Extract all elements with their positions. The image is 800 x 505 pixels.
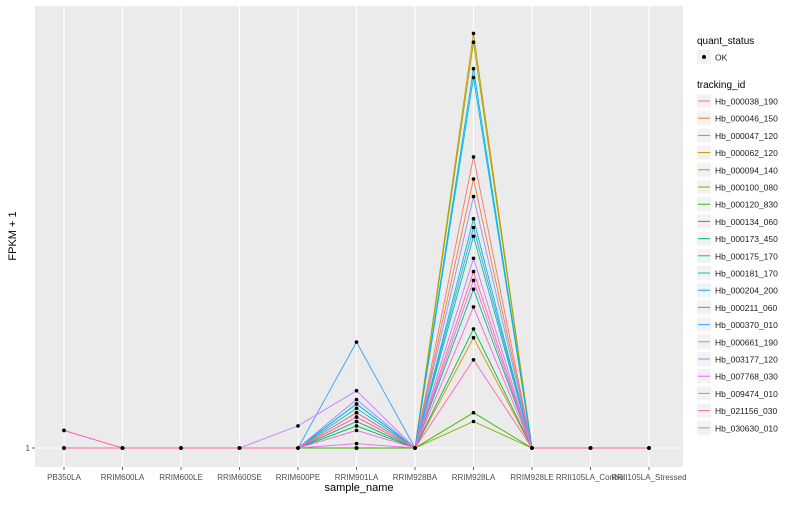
x-tick-label: RRIM600PE xyxy=(276,473,320,482)
data-point xyxy=(120,446,125,450)
x-axis-ticks: PB350LA RRIM600LA RRIM600LE RRIM600SE RRIM60… xyxy=(47,467,687,482)
data-point xyxy=(354,415,359,419)
data-point xyxy=(471,327,476,331)
x-tick-label: RRIM600LA xyxy=(101,473,145,482)
y-tick-label: 1 xyxy=(26,444,31,453)
legend-item-label: Hb_000661_190 xyxy=(715,337,778,347)
legend-item-label: Hb_030630_010 xyxy=(715,423,778,433)
legend-item-label: Hb_000100_080 xyxy=(715,183,778,193)
x-tick-label: RRIM901LA xyxy=(335,473,379,482)
data-point xyxy=(354,402,359,406)
data-point xyxy=(354,428,359,433)
data-point xyxy=(471,410,476,415)
x-tick-label: RRIM600SE xyxy=(217,473,261,482)
x-tick-label: PB350LA xyxy=(47,473,81,482)
x-tick-label: RRIM928LA xyxy=(452,473,496,482)
legend-item-label: Hb_000370_010 xyxy=(715,320,778,330)
x-tick-label: RRIM928LE xyxy=(510,473,554,482)
data-point xyxy=(647,446,651,450)
legend-item-label: Hb_007768_030 xyxy=(715,372,778,382)
data-point xyxy=(471,177,476,181)
legend-item-label: Hb_000181_170 xyxy=(715,269,778,279)
legend-item-label: Hb_000062_120 xyxy=(715,148,778,158)
legend-item-label: Hb_000204_200 xyxy=(715,286,778,296)
legend-item-label: Hb_000134_060 xyxy=(715,217,778,227)
legend: quant_status OK tracking_id Hb_000038_19… xyxy=(697,36,778,435)
data-point xyxy=(354,446,359,450)
data-point xyxy=(354,410,359,415)
data-point xyxy=(413,446,417,450)
data-point xyxy=(296,424,300,428)
x-tick-label: RRII105LA_Stressed xyxy=(611,473,686,482)
data-point xyxy=(471,66,476,71)
data-point xyxy=(354,441,359,446)
data-point xyxy=(471,269,476,274)
data-point xyxy=(471,305,476,309)
y-axis-ticks: 1 xyxy=(26,444,35,453)
data-point xyxy=(237,446,242,450)
data-point xyxy=(471,287,476,292)
x-axis-label: sample_name xyxy=(324,482,393,494)
data-point xyxy=(354,424,359,428)
data-point xyxy=(471,40,476,44)
legend-item-label: Hb_000094_140 xyxy=(715,165,778,175)
legend-item-label: Hb_000120_830 xyxy=(715,200,778,210)
data-point xyxy=(471,256,476,261)
legend-items: Hb_000038_190 Hb_000046_150 Hb_000047_120 H… xyxy=(697,94,778,435)
data-point xyxy=(471,194,476,199)
legend-item-label: Hb_003177_120 xyxy=(715,355,778,365)
x-tick-label: RRIM928BA xyxy=(393,473,438,482)
legend-quant-label: OK xyxy=(715,53,728,63)
data-point xyxy=(354,406,359,411)
data-point xyxy=(471,358,476,362)
data-point xyxy=(471,75,476,80)
data-point xyxy=(471,335,476,340)
data-point xyxy=(62,446,66,450)
data-point xyxy=(471,31,476,36)
data-point xyxy=(471,419,476,424)
data-point xyxy=(62,428,66,433)
legend-item-label: Hb_000047_120 xyxy=(715,131,778,141)
legend-quant-key xyxy=(702,55,706,59)
legend-item-label: Hb_000211_060 xyxy=(715,303,778,313)
y-axis-label: FPKM + 1 xyxy=(7,211,19,260)
data-point xyxy=(471,225,476,230)
x-tick-label: RRIM600LE xyxy=(159,473,203,482)
legend-item-label: Hb_009474_010 xyxy=(715,389,778,399)
legend-item-label: Hb_021156_030 xyxy=(715,406,778,416)
data-point xyxy=(588,446,593,450)
data-point xyxy=(296,446,300,450)
data-point xyxy=(354,388,359,393)
legend-item-label: Hb_000175_170 xyxy=(715,251,778,261)
legend-item-label: Hb_000046_150 xyxy=(715,114,778,124)
grid xyxy=(35,6,683,467)
legend-tracking-title: tracking_id xyxy=(697,80,745,91)
plot-panel xyxy=(35,6,683,467)
data-point xyxy=(471,155,476,159)
data-point xyxy=(354,419,359,424)
data-point xyxy=(354,340,359,344)
legend-item-label: Hb_000038_190 xyxy=(715,97,778,107)
x-tick-label: RRII105LA_Control xyxy=(556,473,626,482)
data-point xyxy=(471,234,476,239)
data-point xyxy=(354,397,359,402)
data-point xyxy=(530,446,534,450)
legend-item-label: Hb_000173_450 xyxy=(715,234,778,244)
data-point xyxy=(179,446,183,450)
legend-quant-title: quant_status xyxy=(697,36,754,47)
data-point xyxy=(471,278,476,283)
data-points xyxy=(62,31,651,450)
data-point xyxy=(471,216,476,221)
